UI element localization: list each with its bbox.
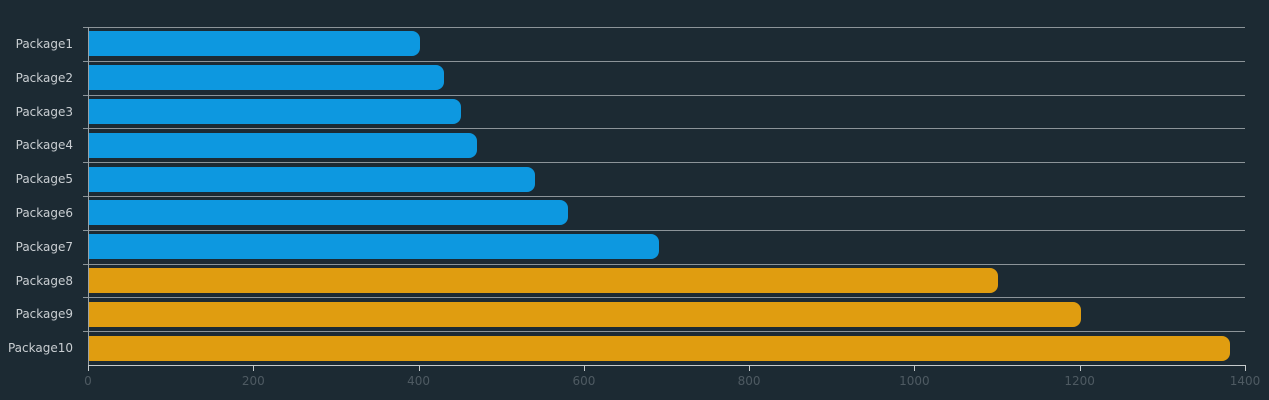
bar — [89, 31, 420, 57]
bar — [89, 234, 660, 260]
gridline — [83, 229, 1245, 231]
y-axis-label: Package8 — [15, 273, 73, 288]
bar — [89, 166, 536, 192]
x-axis-tick — [1245, 365, 1246, 371]
bar — [89, 335, 1230, 361]
x-axis-line — [88, 365, 1246, 366]
y-axis-label: Package1 — [15, 36, 73, 51]
gridline — [83, 331, 1245, 333]
x-axis-tick — [1079, 365, 1081, 371]
y-axis-label: Package4 — [15, 138, 73, 153]
x-tick-label: 600 — [572, 374, 596, 388]
x-tick-label: 0 — [84, 374, 92, 388]
bar — [89, 132, 478, 158]
y-axis-label: Package7 — [15, 239, 73, 254]
gridline — [83, 27, 1245, 28]
gridline — [83, 162, 1245, 164]
x-axis-tick — [583, 365, 585, 371]
x-tick-label: 800 — [737, 374, 761, 388]
x-axis-tick — [749, 365, 751, 371]
y-axis-label: Package3 — [15, 104, 73, 119]
x-tick-label: 1400 — [1229, 374, 1261, 388]
x-tick-label: 1000 — [899, 374, 930, 388]
gridline — [83, 263, 1245, 265]
bar — [89, 200, 569, 226]
y-axis-label: Package9 — [15, 307, 73, 322]
gridline — [83, 94, 1245, 96]
x-tick-label: 400 — [407, 374, 431, 388]
y-axis-label: Package6 — [15, 205, 73, 220]
gridline — [83, 196, 1245, 197]
x-axis-tick — [253, 365, 255, 371]
x-tick-label: 200 — [241, 374, 265, 388]
gridline — [83, 60, 1245, 62]
gridline — [83, 297, 1245, 299]
x-tick-label: 1200 — [1064, 374, 1095, 388]
bar — [89, 268, 999, 293]
bar — [89, 301, 1081, 327]
x-axis-tick — [914, 365, 916, 371]
x-axis-tick — [88, 365, 89, 371]
x-axis-tick — [418, 365, 420, 371]
bar — [89, 99, 461, 124]
bar — [89, 65, 445, 91]
y-axis-label: Package2 — [15, 70, 73, 85]
y-axis-line — [88, 27, 89, 365]
y-axis-label: Package5 — [15, 172, 73, 187]
y-axis-label: Package10 — [7, 341, 73, 356]
gridline — [83, 128, 1245, 130]
